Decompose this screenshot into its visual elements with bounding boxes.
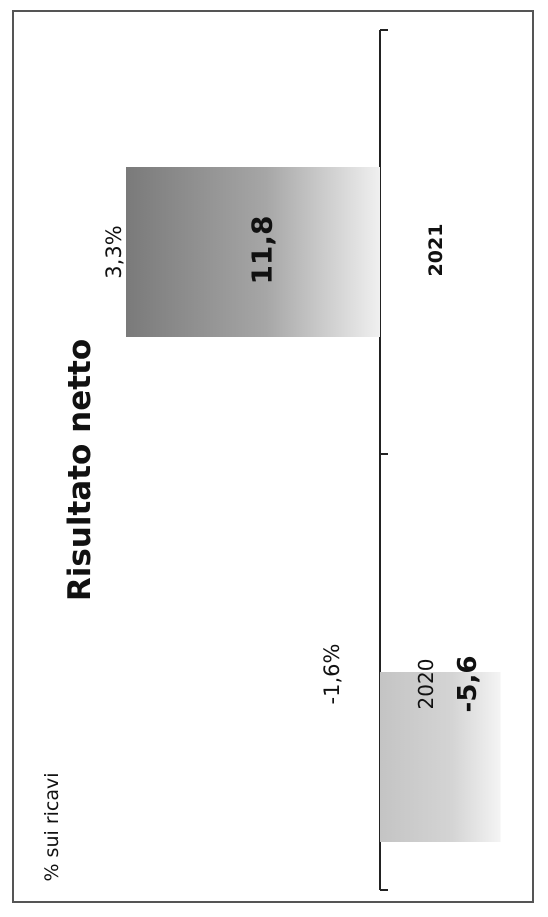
pct-caption: % sui ricavi — [41, 772, 63, 881]
category-label-2021: 2021 — [425, 224, 447, 277]
chart-title: Risultato netto — [62, 339, 98, 601]
chart-svg: Risultato netto % sui ricavi 3,3% 11,8 2021 -… — [41, 29, 501, 891]
category-label-2020: 2020 — [414, 659, 438, 710]
chart-frame: Risultato netto % sui ricavi 3,3% 11,8 2021 -… — [12, 10, 534, 903]
value-label-2021: 11,8 — [246, 215, 279, 284]
bar-2021 — [126, 167, 380, 337]
labels-group: Risultato netto % sui ricavi 3,3% 11,8 2021 -… — [41, 215, 483, 881]
value-label-2020: -5,6 — [453, 656, 483, 713]
bar-2020 — [380, 672, 501, 842]
pct-label-2020: -1,6% — [320, 644, 344, 705]
pct-label-2021: 3,3% — [102, 225, 126, 278]
bars-group — [126, 167, 501, 842]
